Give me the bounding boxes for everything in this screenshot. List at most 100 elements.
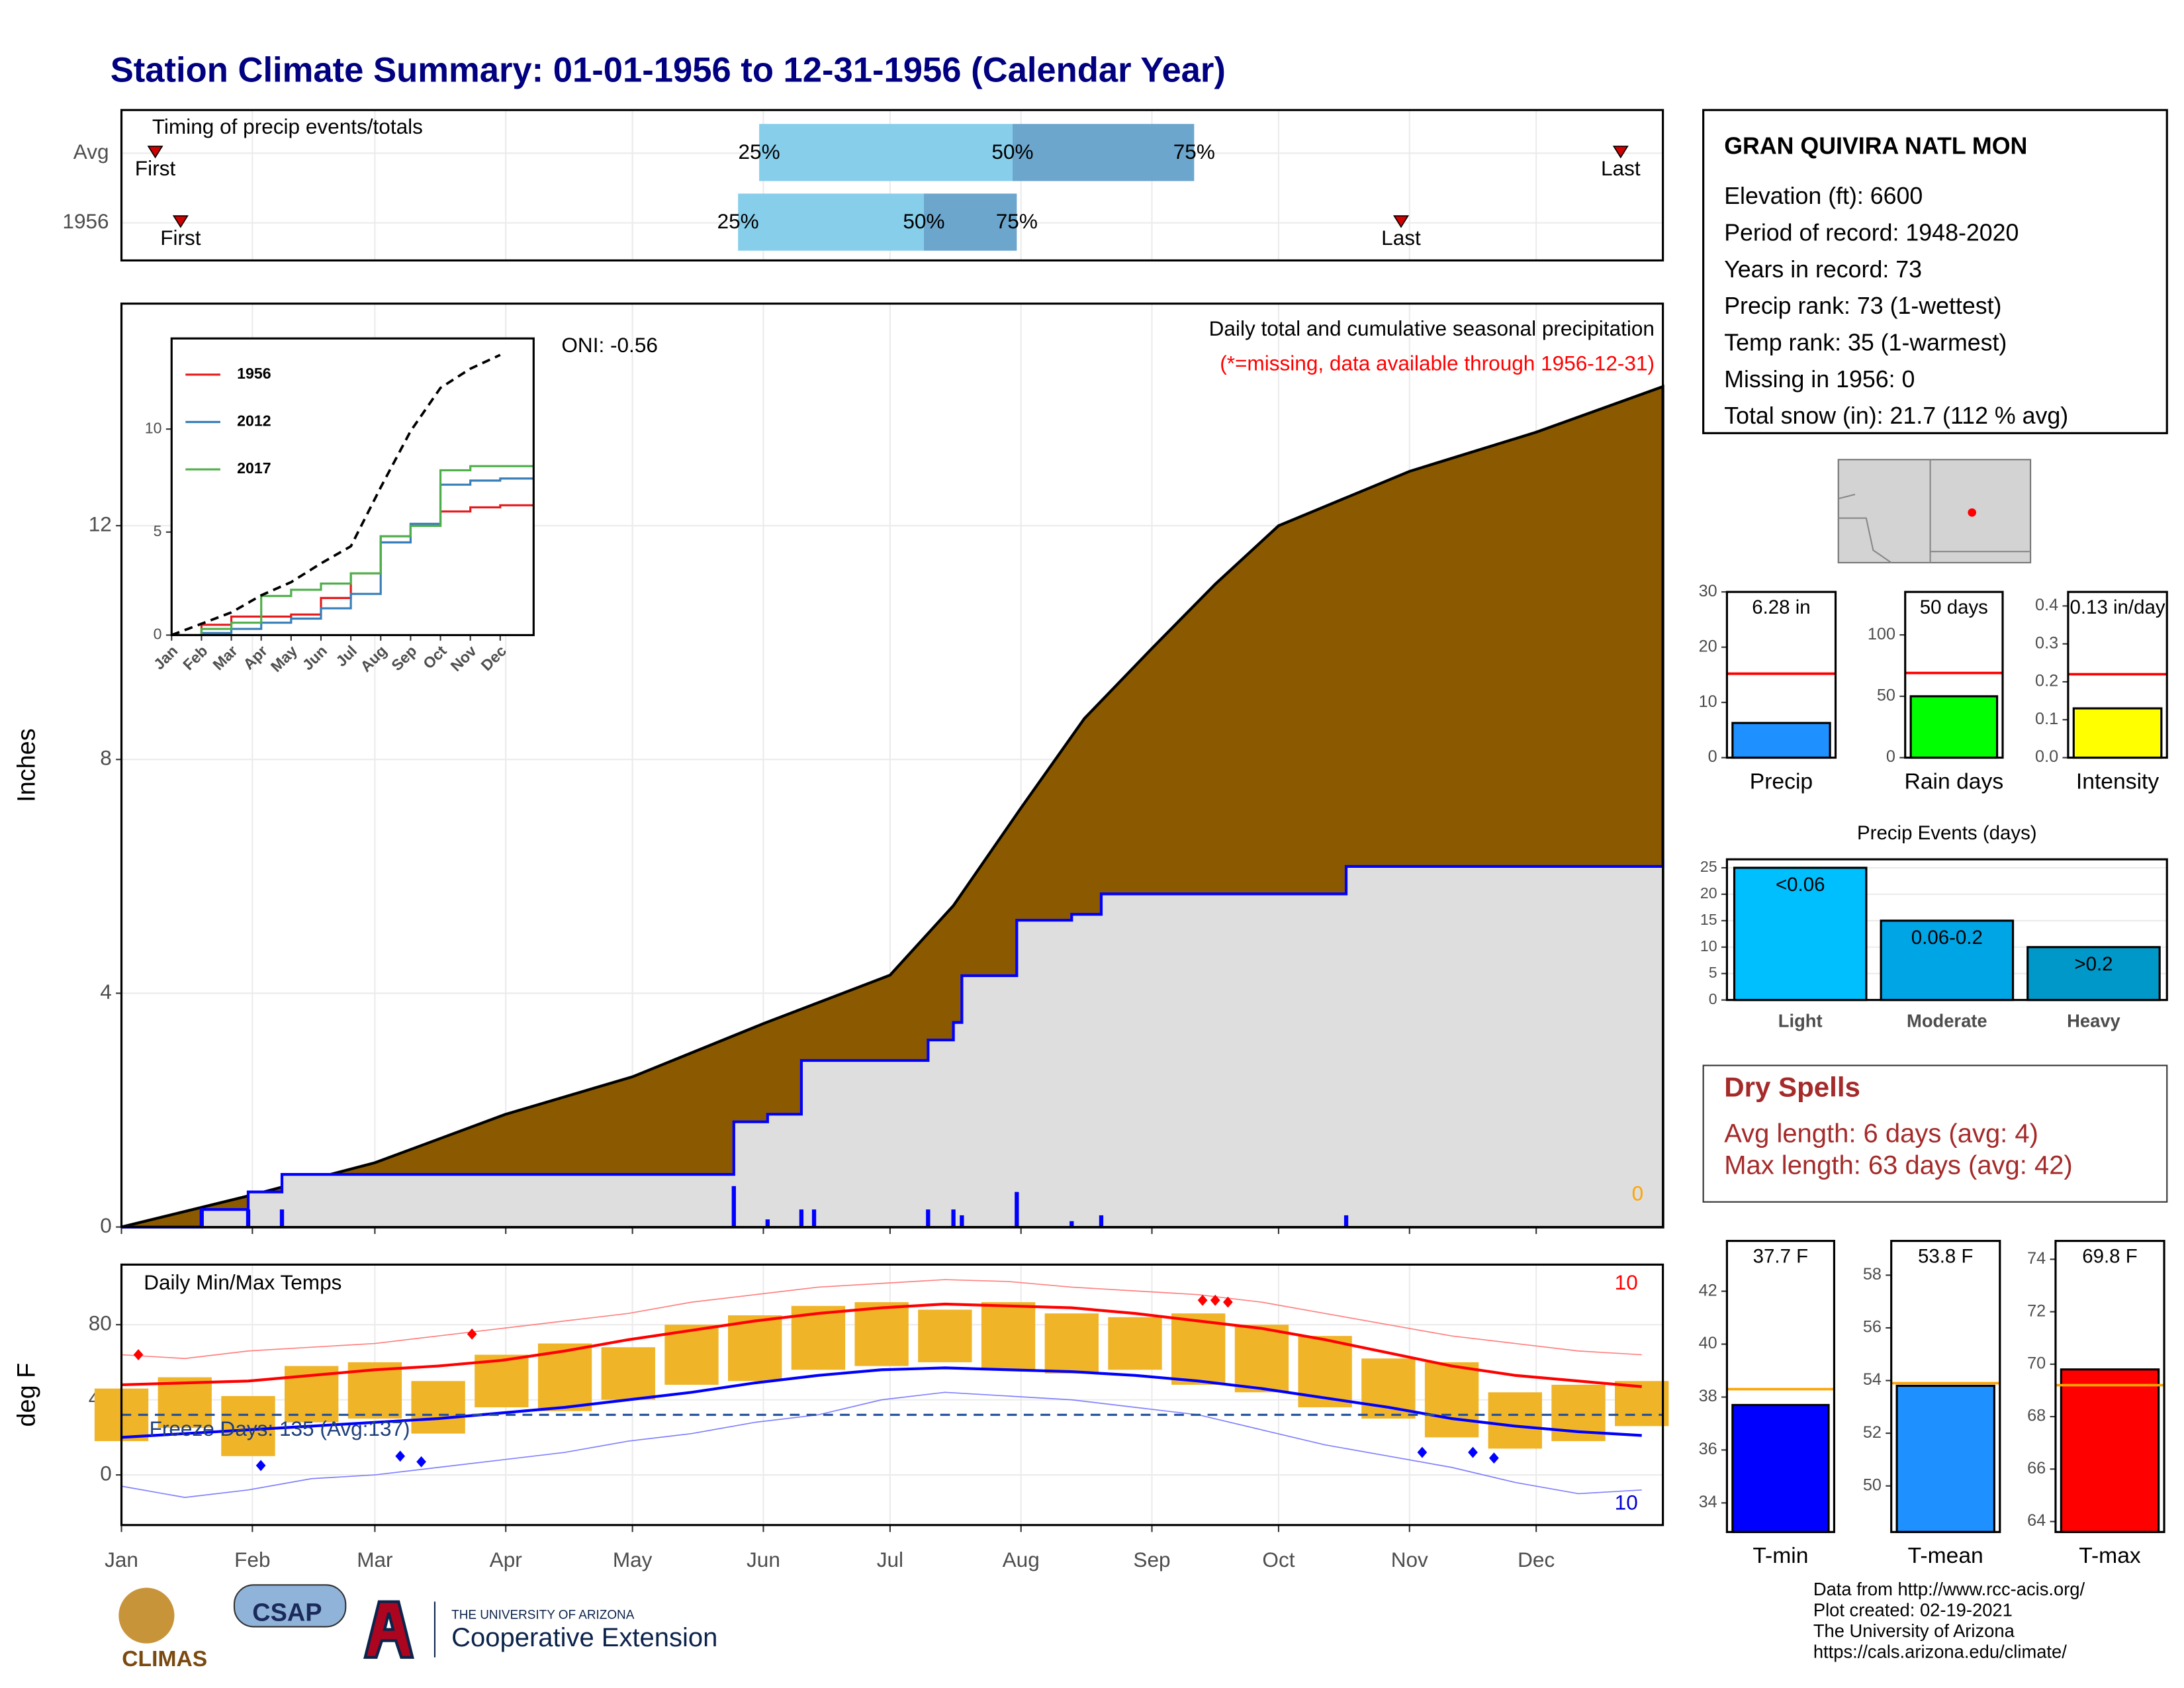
- y-tick-label: 36: [1699, 1440, 1717, 1458]
- station-line: Temp rank: 35 (1-warmest): [1724, 330, 2007, 356]
- x-tick-label: May: [613, 1548, 653, 1571]
- daily-precip-bar: [960, 1215, 964, 1227]
- y-tick-label: 12: [89, 512, 112, 536]
- bar: [1909, 695, 1999, 759]
- quartile-label: 25%: [717, 209, 759, 233]
- y-tick-label: 38: [1699, 1387, 1717, 1405]
- observed-cumulative-fill: [121, 860, 1663, 1227]
- y-tick-label: 42: [1699, 1281, 1717, 1299]
- category-label: T-max: [2079, 1544, 2141, 1568]
- annotation: 10: [1615, 1270, 1638, 1294]
- record-low-marker: [1468, 1446, 1478, 1458]
- category-label: T-min: [1752, 1544, 1808, 1568]
- daily-precip-bar: [279, 1209, 285, 1227]
- daily-range-bar: [664, 1325, 719, 1385]
- daily-range-bar: [601, 1347, 655, 1400]
- daily-precip-bar: [1099, 1215, 1104, 1227]
- record-low-marker: [1417, 1446, 1428, 1458]
- value-label: 69.8 F: [2082, 1246, 2137, 1268]
- plot-frame: [120, 109, 1664, 262]
- event-marker: [172, 215, 189, 228]
- daily-precip-bar: [765, 1219, 770, 1227]
- daily-range-bar: [981, 1302, 1036, 1370]
- record-low-marker: [416, 1456, 426, 1468]
- y-tick-label: 0: [100, 1461, 112, 1485]
- daily-precip-bar: [811, 1209, 817, 1227]
- footer-line: The University of Arizona: [1813, 1620, 2015, 1641]
- daily-precip-bar: [199, 1209, 204, 1227]
- record-max-line: [121, 1279, 1642, 1360]
- y-tick-label: 34: [1699, 1493, 1717, 1511]
- station-box: [1702, 109, 2168, 434]
- quartile-label: 75%: [996, 209, 1038, 233]
- y-tick-label: Avg: [73, 140, 109, 164]
- annotation: Daily total and cumulative seasonal prec…: [1209, 316, 1655, 340]
- daily-precip-bar: [246, 1209, 251, 1227]
- plot-frame: [2054, 1240, 2165, 1533]
- csap-text: CSAP: [252, 1599, 322, 1626]
- station-line: Period of record: 1948-2020: [1724, 220, 2019, 246]
- y-tick-label: 5: [154, 522, 162, 539]
- category-label: Light: [1778, 1011, 1823, 1031]
- value-label: 37.7 F: [1753, 1246, 1808, 1268]
- record-low-marker: [1489, 1452, 1499, 1464]
- daily-precip-bar: [951, 1209, 956, 1227]
- daily-range-bar: [411, 1381, 465, 1434]
- annotation: (*=missing, data available through 1956-…: [1220, 352, 1655, 375]
- legend-label: 2012: [237, 412, 271, 430]
- y-tick-label: 10: [145, 419, 162, 436]
- daily-precip-bar: [799, 1209, 804, 1227]
- y-tick-label: 1956: [62, 209, 109, 233]
- y-tick-label: 20: [1699, 637, 1717, 655]
- y-tick-label: 50: [1877, 686, 1895, 704]
- y-tick-label: 66: [2027, 1459, 2046, 1477]
- record-low-marker: [395, 1450, 406, 1462]
- panel-title: Daily Min/Max Temps: [144, 1270, 341, 1294]
- y-tick-label: 0.3: [2035, 633, 2058, 652]
- annotation: 0: [1632, 1182, 1644, 1205]
- y-tick-label: 0.1: [2035, 710, 2058, 728]
- station-line: Total snow (in): 21.7 (112 % avg): [1724, 402, 2068, 429]
- plot-frame: [1725, 1240, 1835, 1533]
- y-tick-label: 56: [1863, 1318, 1882, 1336]
- station-name: GRAN QUIVIRA NATL MON: [1724, 132, 2027, 159]
- record-high-marker: [1210, 1294, 1220, 1306]
- bar-label: 0.06-0.2: [1911, 927, 1983, 949]
- y-tick-label: 100: [1868, 625, 1895, 643]
- y-tick-label: 30: [1699, 582, 1717, 600]
- value-label: 0.13 in/day: [2070, 596, 2165, 618]
- x-tick-label: Jul: [877, 1548, 903, 1571]
- daily-range-bar: [1171, 1313, 1226, 1385]
- bar: [1880, 919, 2015, 1002]
- station-line: Years in record: 73: [1724, 256, 1922, 283]
- bar-label: <0.06: [1776, 874, 1825, 896]
- y-tick-label: 74: [2027, 1249, 2046, 1268]
- x-tick-label: Nov: [1391, 1548, 1428, 1571]
- daily-range-bar: [221, 1395, 275, 1456]
- inset-bg: [171, 338, 534, 635]
- category-label: Precip: [1750, 769, 1813, 794]
- daily-precip-bar: [731, 1186, 736, 1227]
- daily-range-bar: [1108, 1317, 1162, 1370]
- x-tick-label: Sep: [1133, 1548, 1170, 1571]
- quartile-label: 50%: [991, 140, 1033, 164]
- daily-range-bar: [854, 1302, 909, 1366]
- event-label: Last: [1381, 226, 1421, 250]
- category-label: Moderate: [1907, 1011, 1987, 1031]
- y-axis-label: deg F: [13, 1363, 41, 1427]
- y-tick-label: 50: [1863, 1476, 1882, 1494]
- quartile-bar: [759, 124, 1013, 181]
- station-line: Elevation (ft): 6600: [1724, 183, 1923, 209]
- quartile-bar: [923, 193, 1017, 251]
- plot-frame: [1904, 590, 2004, 759]
- event-marker: [1392, 215, 1410, 228]
- event-marker: [147, 146, 163, 159]
- quartile-label: 50%: [903, 209, 944, 233]
- y-tick-label: 20: [1700, 884, 1717, 902]
- plot-frame: [1725, 858, 2168, 1002]
- station-line: Missing in 1956: 0: [1724, 366, 1915, 393]
- x-tick-label: Apr: [490, 1548, 522, 1571]
- csap-logo: [233, 1584, 347, 1628]
- station-line: Precip rank: 73 (1-wettest): [1724, 293, 2001, 319]
- ua-text: THE UNIVERSITY OF ARIZONA: [451, 1609, 635, 1622]
